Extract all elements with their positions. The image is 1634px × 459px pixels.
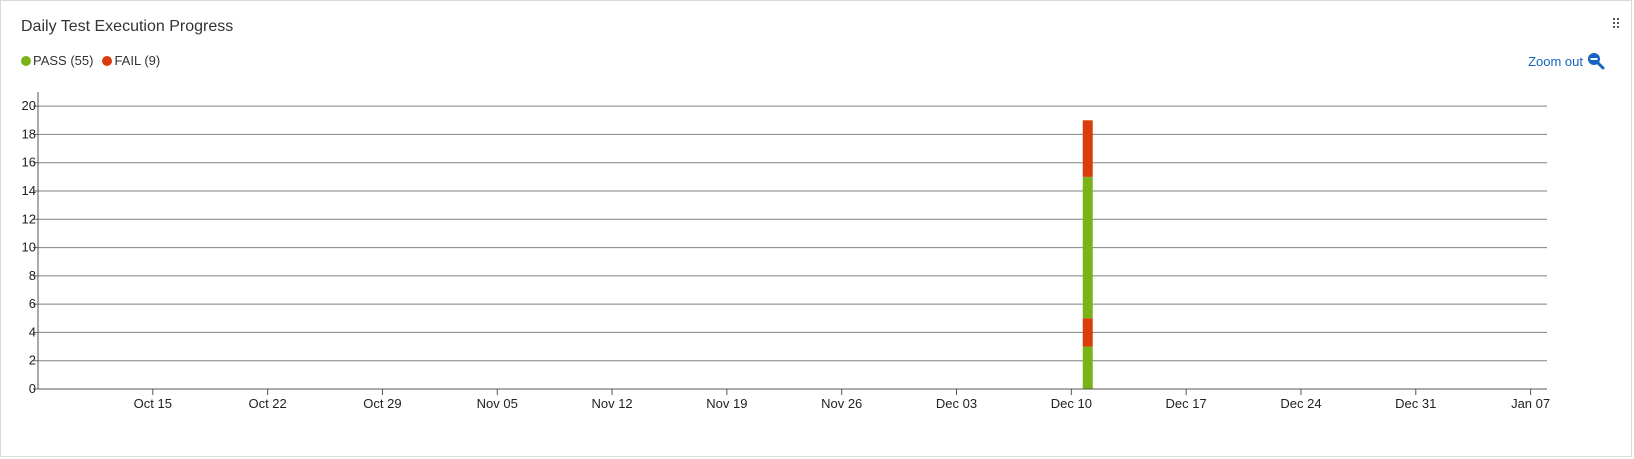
- x-tick-label: Jan 07: [1511, 396, 1550, 411]
- chart-legend: PASS (55) FAIL (9): [21, 53, 160, 68]
- chart-title: Daily Test Execution Progress: [21, 18, 234, 35]
- legend-pass-label: PASS (55): [33, 53, 94, 68]
- x-tick-label: Dec 03: [936, 396, 977, 411]
- bar-segment-fail[interactable]: [1082, 120, 1093, 177]
- x-tick-label: Oct 29: [363, 396, 401, 411]
- bar-segment-pass[interactable]: [1082, 346, 1093, 389]
- fail-dot-icon: [102, 55, 113, 66]
- y-tick-label: 0: [29, 381, 36, 396]
- legend-item-fail[interactable]: FAIL (9): [102, 53, 160, 68]
- x-tick-label: Nov 19: [706, 396, 747, 411]
- y-tick-label: 18: [22, 126, 36, 141]
- drag-handle-icon[interactable]: [1612, 17, 1622, 31]
- x-tick-label: Dec 10: [1051, 396, 1092, 411]
- legend-fail-label: FAIL (9): [114, 53, 161, 68]
- y-tick-label: 4: [29, 324, 36, 339]
- zoom-out-label: Zoom out: [1528, 53, 1583, 69]
- zoom-out-button[interactable]: Zoom out: [1528, 52, 1605, 70]
- bar-segment-fail[interactable]: [1082, 318, 1093, 347]
- x-tick-label: Nov 12: [591, 396, 632, 411]
- y-tick-label: 8: [29, 268, 36, 283]
- y-tick-label: 10: [22, 240, 36, 255]
- x-tick-label: Oct 22: [248, 396, 286, 411]
- y-tick-label: 16: [22, 155, 36, 170]
- x-tick-label: Oct 15: [134, 396, 172, 411]
- x-tick-label: Nov 26: [821, 396, 862, 411]
- x-tick-label: Dec 31: [1395, 396, 1436, 411]
- x-tick-label: Dec 24: [1280, 396, 1321, 411]
- legend-item-pass[interactable]: PASS (55): [21, 53, 93, 68]
- y-tick-label: 6: [29, 296, 36, 311]
- x-tick-label: Nov 05: [477, 396, 518, 411]
- y-tick-label: 20: [22, 98, 36, 113]
- zoom-out-icon: [1588, 53, 1605, 70]
- y-tick-label: 2: [29, 353, 36, 368]
- x-tick-label: Dec 17: [1166, 396, 1207, 411]
- y-tick-label: 12: [22, 211, 36, 226]
- pass-dot-icon: [21, 55, 31, 66]
- y-tick-label: 14: [22, 183, 36, 198]
- bar-segment-pass[interactable]: [1082, 176, 1093, 319]
